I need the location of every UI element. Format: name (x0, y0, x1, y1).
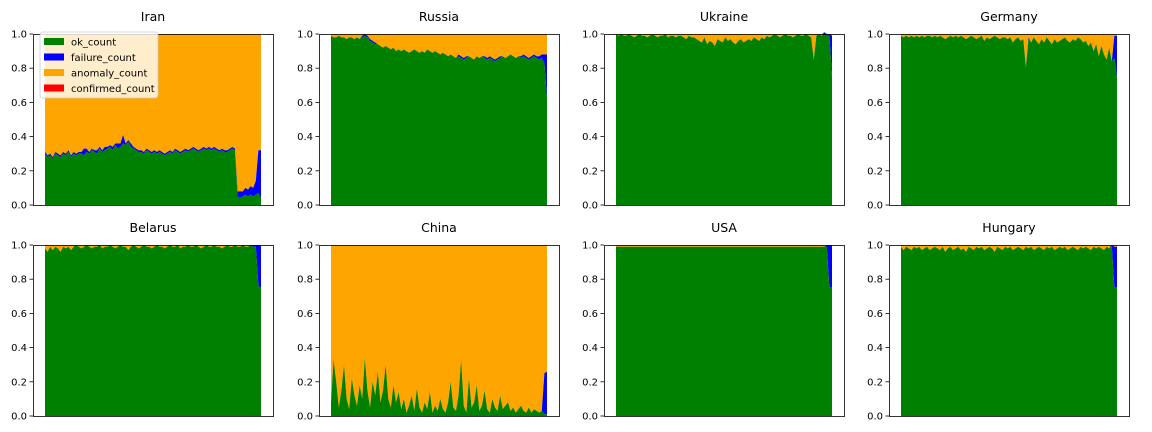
y-tick-label: 0.0 (297, 412, 313, 423)
y-tick-label: 1.0 (867, 241, 883, 252)
panel-ukraine: 0.0 0.2 0.4 0.6 0.8 1.0 Ukraine (582, 9, 845, 212)
y-tick-label: 0.8 (297, 275, 313, 286)
y-tick-label: 0.6 (582, 309, 598, 320)
area-failure-count (45, 134, 261, 199)
area-anomaly-count (901, 34, 1117, 67)
y-tick-label: 0.6 (297, 309, 313, 320)
y-tick-label: 1.0 (297, 241, 313, 252)
panel-title: USA (711, 220, 737, 235)
y-tick-label: 0.8 (867, 64, 883, 75)
legend-label-ok-count: ok_count (71, 38, 116, 49)
area-ok-count (45, 245, 261, 416)
legend-label-failure-count: failure_count (71, 53, 136, 64)
area-ok-count (331, 357, 547, 416)
y-tick-label: 0.4 (582, 343, 598, 354)
panel-germany: 0.0 0.2 0.4 0.6 0.8 1.0 Germany (867, 9, 1130, 212)
y-tick-label: 1.0 (11, 241, 27, 252)
panel-title: China (421, 220, 457, 235)
panel-title: Ukraine (700, 9, 749, 24)
axes-frame (33, 245, 274, 417)
panel-usa: 0.0 0.2 0.4 0.6 0.8 1.0 USA (582, 220, 845, 423)
y-tick-label: 1.0 (582, 241, 598, 252)
y-tick-label: 0.4 (297, 132, 313, 143)
axes-frame (604, 34, 845, 206)
y-tick-label: 0.2 (867, 377, 883, 388)
y-tick-label: 0.2 (867, 166, 883, 177)
y-tick-label: 0.0 (297, 201, 313, 212)
y-tick-label: 0.4 (867, 132, 883, 143)
panel-title: Russia (419, 9, 459, 24)
area-anomaly-count (616, 32, 832, 60)
y-tick-label: 0.6 (11, 98, 27, 109)
y-tick-label: 0.8 (582, 64, 598, 75)
y-tick-label: 0.6 (867, 309, 883, 320)
y-tick-label: 0.0 (867, 412, 883, 423)
axes-frame (319, 34, 560, 206)
panel-belarus: 0.0 0.2 0.4 0.6 0.8 1.0 Belarus (11, 220, 274, 423)
panel-title: Hungary (982, 220, 1036, 235)
legend-swatch-failure-count (44, 53, 64, 61)
area-ok-count (616, 246, 832, 416)
legend-label-confirmed-count: confirmed_count (71, 84, 155, 95)
y-tick-label: 0.4 (11, 132, 27, 143)
y-tick-label: 0.0 (11, 412, 27, 423)
y-tick-label: 0.0 (582, 201, 598, 212)
y-tick-label: 1.0 (11, 30, 27, 41)
y-tick-label: 0.8 (11, 275, 27, 286)
panel-iran: 0.0 0.2 0.4 0.6 0.8 1.0 Iran ok_count failure_co… (11, 9, 274, 212)
y-tick-label: 0.6 (11, 309, 27, 320)
y-tick-label: 0.0 (582, 412, 598, 423)
y-tick-label: 0.2 (297, 166, 313, 177)
panel-russia: 0.0 0.2 0.4 0.6 0.8 1.0 Russia (297, 9, 560, 212)
y-tick-label: 0.4 (297, 343, 313, 354)
y-tick-label: 0.2 (11, 166, 27, 177)
y-tick-label: 0.8 (297, 64, 313, 75)
y-tick-label: 0.6 (582, 98, 598, 109)
y-tick-label: 0.2 (582, 377, 598, 388)
y-tick-label: 0.4 (582, 132, 598, 143)
y-tick-label: 1.0 (297, 30, 313, 41)
area-confirmed-count (616, 32, 832, 34)
panel-hungary: 0.0 0.2 0.4 0.6 0.8 1.0 Hungary (867, 220, 1130, 423)
y-tick-label: 0.2 (11, 377, 27, 388)
legend-label-anomaly-count: anomaly_count (71, 69, 147, 80)
y-tick-label: 0.4 (11, 343, 27, 354)
area-ok-count (331, 35, 547, 206)
y-tick-label: 0.0 (867, 201, 883, 212)
y-tick-label: 0.2 (582, 166, 598, 177)
legend-swatch-ok-count (44, 38, 64, 45)
y-tick-label: 1.0 (867, 30, 883, 41)
axes-frame (319, 245, 560, 417)
panel-title: Iran (141, 9, 165, 24)
panel-title: Belarus (130, 220, 177, 235)
axes-frame (604, 245, 845, 417)
panel-china: 0.0 0.2 0.4 0.6 0.8 1.0 China (297, 220, 560, 423)
area-ok-count (45, 141, 261, 205)
panel-title: Germany (980, 9, 1038, 24)
y-tick-label: 0.0 (11, 201, 27, 212)
axes-frame (889, 245, 1130, 417)
y-tick-label: 1.0 (582, 30, 598, 41)
area-ok-count (901, 246, 1117, 416)
legend-swatch-confirmed-count (44, 84, 64, 92)
y-tick-label: 0.8 (11, 64, 27, 75)
area-anomaly-count (331, 245, 547, 413)
legend: ok_count failure_count anomaly_countconfir… (39, 31, 159, 99)
area-anomaly-count (331, 34, 547, 60)
axes-frame (889, 34, 1130, 206)
y-tick-label: 0.8 (867, 275, 883, 286)
y-tick-label: 0.6 (297, 98, 313, 109)
area-ok-count (901, 35, 1117, 206)
legend-swatch-anomaly-count (44, 69, 64, 76)
y-tick-label: 0.4 (867, 343, 883, 354)
area-ok-count (616, 34, 832, 205)
y-tick-label: 0.2 (297, 377, 313, 388)
area-anomaly-count (901, 245, 1117, 252)
y-tick-label: 0.6 (867, 98, 883, 109)
legend-box (39, 31, 159, 99)
y-tick-label: 0.8 (582, 275, 598, 286)
